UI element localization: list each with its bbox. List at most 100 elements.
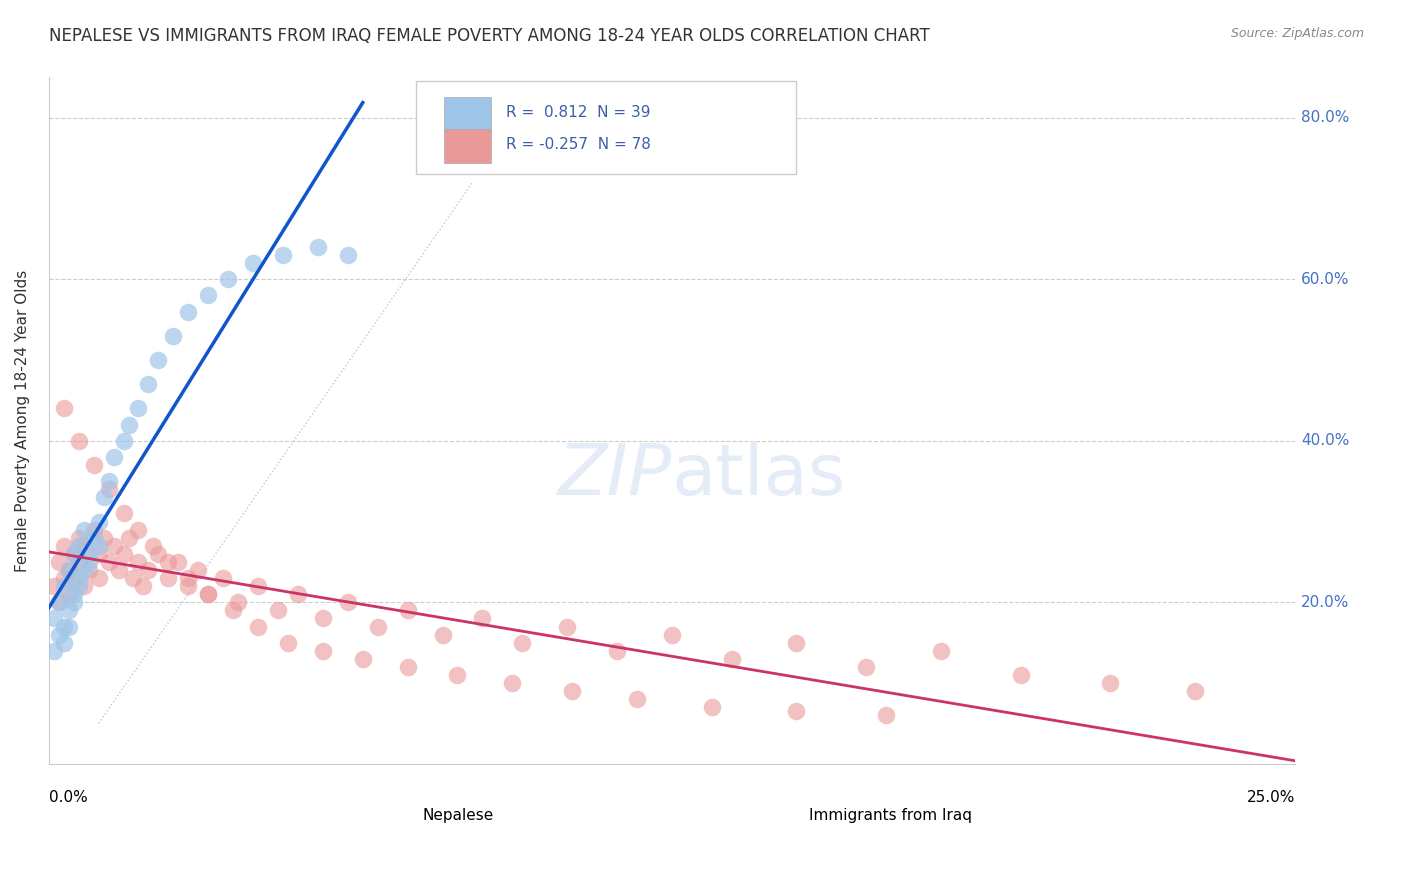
Text: Nepalese: Nepalese: [423, 808, 494, 823]
Point: [103, 450, 125, 464]
Point: [396, 603, 419, 617]
Point: [67, 539, 90, 553]
FancyBboxPatch shape: [416, 81, 796, 174]
Text: R = -0.257  N = 78: R = -0.257 N = 78: [506, 137, 651, 153]
Text: Immigrants from Iraq: Immigrants from Iraq: [808, 808, 972, 823]
Point: [1099, 676, 1122, 690]
Point: [97, 555, 120, 569]
Point: [127, 401, 149, 416]
Point: [561, 684, 583, 698]
Point: [606, 644, 628, 658]
Point: [62, 587, 84, 601]
Point: [287, 587, 309, 601]
Point: [197, 587, 219, 601]
Point: [138, 377, 160, 392]
Point: [83, 531, 105, 545]
Point: [501, 676, 523, 690]
Point: [127, 555, 149, 569]
Point: [247, 579, 270, 593]
Point: [72, 539, 94, 553]
Point: [72, 523, 94, 537]
Point: [83, 523, 105, 537]
Point: [555, 619, 578, 633]
Point: [855, 660, 877, 674]
Point: [307, 240, 329, 254]
Point: [267, 603, 290, 617]
Point: [87, 571, 110, 585]
Point: [312, 611, 335, 625]
Text: 60.0%: 60.0%: [1301, 272, 1350, 287]
Point: [48, 595, 70, 609]
Point: [48, 627, 70, 641]
Point: [83, 458, 105, 472]
Point: [700, 700, 723, 714]
Point: [42, 579, 65, 593]
Point: [67, 579, 90, 593]
Point: [162, 328, 184, 343]
Point: [52, 401, 75, 416]
Point: [112, 434, 135, 448]
Point: [167, 555, 190, 569]
Point: [127, 523, 149, 537]
Point: [93, 491, 115, 505]
Point: [336, 248, 359, 262]
Point: [52, 619, 75, 633]
Point: [446, 668, 468, 682]
Point: [62, 571, 84, 585]
Point: [510, 635, 533, 649]
Point: [62, 547, 84, 561]
Point: [112, 547, 135, 561]
Point: [87, 547, 110, 561]
Point: [247, 619, 270, 633]
Point: [117, 531, 139, 545]
Point: [72, 563, 94, 577]
Point: [58, 587, 80, 601]
Point: [661, 627, 683, 641]
Point: [367, 619, 389, 633]
Point: [77, 555, 100, 569]
Point: [58, 603, 80, 617]
Text: 80.0%: 80.0%: [1301, 111, 1350, 125]
Point: [52, 539, 75, 553]
Point: [148, 547, 170, 561]
Point: [72, 579, 94, 593]
Point: [242, 256, 264, 270]
Bar: [385, 806, 411, 829]
Point: [103, 539, 125, 553]
Point: [336, 595, 359, 609]
Text: 20.0%: 20.0%: [1301, 595, 1350, 610]
Point: [226, 595, 249, 609]
Point: [77, 563, 100, 577]
Point: [312, 644, 335, 658]
Point: [112, 507, 135, 521]
Point: [626, 692, 648, 706]
Point: [52, 571, 75, 585]
Text: 0.0%: 0.0%: [49, 789, 87, 805]
Point: [138, 563, 160, 577]
Point: [93, 531, 115, 545]
Point: [122, 571, 145, 585]
Text: R =  0.812  N = 39: R = 0.812 N = 39: [506, 105, 651, 120]
Text: Source: ZipAtlas.com: Source: ZipAtlas.com: [1230, 27, 1364, 40]
Point: [67, 555, 90, 569]
Point: [77, 547, 100, 561]
Point: [107, 563, 129, 577]
Point: [352, 652, 374, 666]
Point: [142, 539, 165, 553]
Point: [222, 603, 245, 617]
Point: [132, 579, 155, 593]
Point: [67, 571, 90, 585]
Point: [67, 531, 90, 545]
Point: [785, 704, 807, 718]
Point: [277, 635, 299, 649]
Point: [157, 571, 180, 585]
Point: [48, 595, 70, 609]
Bar: [444, 96, 491, 131]
Point: [58, 619, 80, 633]
Text: ZIP: ZIP: [557, 441, 672, 510]
Point: [929, 644, 952, 658]
Point: [87, 515, 110, 529]
Point: [97, 474, 120, 488]
Point: [432, 627, 454, 641]
Point: [471, 611, 494, 625]
